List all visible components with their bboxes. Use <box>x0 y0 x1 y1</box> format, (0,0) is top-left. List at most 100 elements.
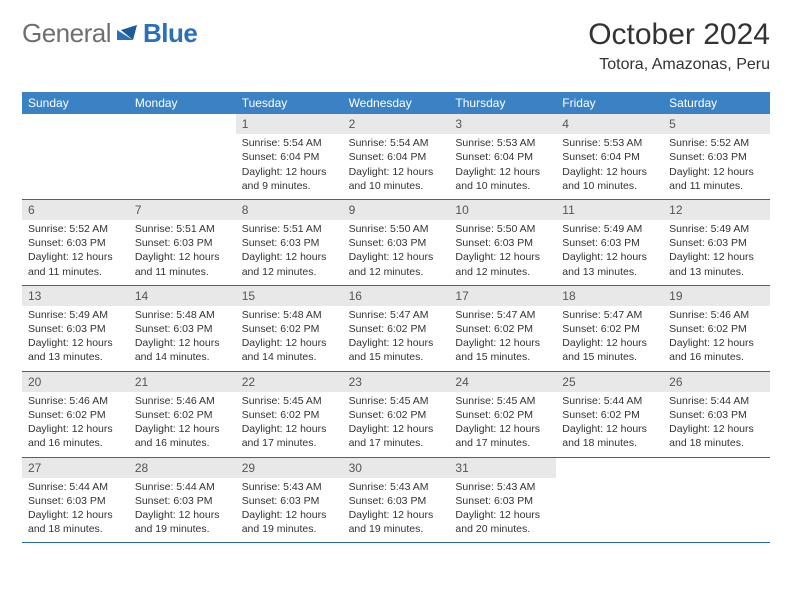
daylight-text: Daylight: 12 hours and 14 minutes. <box>242 336 337 364</box>
daylight-text: Daylight: 12 hours and 16 minutes. <box>135 422 230 450</box>
week-row: 27Sunrise: 5:44 AMSunset: 6:03 PMDayligh… <box>22 458 770 544</box>
sunrise-text: Sunrise: 5:43 AM <box>242 480 337 494</box>
daylight-text: Daylight: 12 hours and 14 minutes. <box>135 336 230 364</box>
day-cell: 16Sunrise: 5:47 AMSunset: 6:02 PMDayligh… <box>343 286 450 371</box>
sunrise-text: Sunrise: 5:51 AM <box>242 222 337 236</box>
sunrise-text: Sunrise: 5:54 AM <box>349 136 444 150</box>
sunset-text: Sunset: 6:03 PM <box>28 494 123 508</box>
daylight-text: Daylight: 12 hours and 12 minutes. <box>242 250 337 278</box>
sunrise-text: Sunrise: 5:46 AM <box>669 308 764 322</box>
sunrise-text: Sunrise: 5:49 AM <box>669 222 764 236</box>
day-cell <box>663 458 770 543</box>
day-cell: 22Sunrise: 5:45 AMSunset: 6:02 PMDayligh… <box>236 372 343 457</box>
sunset-text: Sunset: 6:03 PM <box>455 236 550 250</box>
day-content: Sunrise: 5:51 AMSunset: 6:03 PMDaylight:… <box>236 222 343 279</box>
sunset-text: Sunset: 6:04 PM <box>242 150 337 164</box>
day-number: 22 <box>236 372 343 392</box>
month-title: October 2024 <box>588 18 770 52</box>
day-content: Sunrise: 5:46 AMSunset: 6:02 PMDaylight:… <box>22 394 129 451</box>
day-content: Sunrise: 5:43 AMSunset: 6:03 PMDaylight:… <box>449 480 556 537</box>
day-cell: 17Sunrise: 5:47 AMSunset: 6:02 PMDayligh… <box>449 286 556 371</box>
day-content: Sunrise: 5:54 AMSunset: 6:04 PMDaylight:… <box>236 136 343 193</box>
day-number: 11 <box>556 200 663 220</box>
day-cell: 8Sunrise: 5:51 AMSunset: 6:03 PMDaylight… <box>236 200 343 285</box>
sunrise-text: Sunrise: 5:43 AM <box>455 480 550 494</box>
day-cell: 1Sunrise: 5:54 AMSunset: 6:04 PMDaylight… <box>236 114 343 199</box>
week-row: 6Sunrise: 5:52 AMSunset: 6:03 PMDaylight… <box>22 200 770 286</box>
sunset-text: Sunset: 6:03 PM <box>242 236 337 250</box>
day-content: Sunrise: 5:45 AMSunset: 6:02 PMDaylight:… <box>343 394 450 451</box>
day-number: 17 <box>449 286 556 306</box>
daylight-text: Daylight: 12 hours and 13 minutes. <box>669 250 764 278</box>
daylight-text: Daylight: 12 hours and 11 minutes. <box>669 165 764 193</box>
day-number: 31 <box>449 458 556 478</box>
sunset-text: Sunset: 6:04 PM <box>455 150 550 164</box>
sunrise-text: Sunrise: 5:53 AM <box>562 136 657 150</box>
sunrise-text: Sunrise: 5:53 AM <box>455 136 550 150</box>
day-cell: 20Sunrise: 5:46 AMSunset: 6:02 PMDayligh… <box>22 372 129 457</box>
daylight-text: Daylight: 12 hours and 19 minutes. <box>242 508 337 536</box>
day-content: Sunrise: 5:53 AMSunset: 6:04 PMDaylight:… <box>556 136 663 193</box>
day-number <box>22 114 129 134</box>
daylight-text: Daylight: 12 hours and 12 minutes. <box>455 250 550 278</box>
daylight-text: Daylight: 12 hours and 16 minutes. <box>669 336 764 364</box>
logo-mark-icon <box>117 22 139 45</box>
daylight-text: Daylight: 12 hours and 11 minutes. <box>135 250 230 278</box>
weekday-header: Monday <box>129 92 236 114</box>
day-cell: 31Sunrise: 5:43 AMSunset: 6:03 PMDayligh… <box>449 458 556 543</box>
day-cell: 10Sunrise: 5:50 AMSunset: 6:03 PMDayligh… <box>449 200 556 285</box>
day-number: 21 <box>129 372 236 392</box>
day-content: Sunrise: 5:47 AMSunset: 6:02 PMDaylight:… <box>449 308 556 365</box>
day-number: 4 <box>556 114 663 134</box>
day-cell: 26Sunrise: 5:44 AMSunset: 6:03 PMDayligh… <box>663 372 770 457</box>
sunset-text: Sunset: 6:03 PM <box>242 494 337 508</box>
day-number <box>663 458 770 478</box>
day-content: Sunrise: 5:48 AMSunset: 6:02 PMDaylight:… <box>236 308 343 365</box>
day-number: 1 <box>236 114 343 134</box>
day-content: Sunrise: 5:44 AMSunset: 6:03 PMDaylight:… <box>22 480 129 537</box>
weekday-header: Sunday <box>22 92 129 114</box>
sunset-text: Sunset: 6:02 PM <box>349 408 444 422</box>
day-cell: 21Sunrise: 5:46 AMSunset: 6:02 PMDayligh… <box>129 372 236 457</box>
daylight-text: Daylight: 12 hours and 13 minutes. <box>562 250 657 278</box>
sunrise-text: Sunrise: 5:45 AM <box>349 394 444 408</box>
day-number: 9 <box>343 200 450 220</box>
daylight-text: Daylight: 12 hours and 13 minutes. <box>28 336 123 364</box>
day-content: Sunrise: 5:48 AMSunset: 6:03 PMDaylight:… <box>129 308 236 365</box>
sunrise-text: Sunrise: 5:46 AM <box>28 394 123 408</box>
daylight-text: Daylight: 12 hours and 15 minutes. <box>455 336 550 364</box>
day-number: 8 <box>236 200 343 220</box>
day-number: 6 <box>22 200 129 220</box>
day-number: 18 <box>556 286 663 306</box>
title-block: October 2024 Totora, Amazonas, Peru <box>588 18 770 74</box>
daylight-text: Daylight: 12 hours and 18 minutes. <box>28 508 123 536</box>
day-number: 13 <box>22 286 129 306</box>
sunrise-text: Sunrise: 5:48 AM <box>135 308 230 322</box>
day-cell: 5Sunrise: 5:52 AMSunset: 6:03 PMDaylight… <box>663 114 770 199</box>
sunset-text: Sunset: 6:02 PM <box>242 322 337 336</box>
sunrise-text: Sunrise: 5:43 AM <box>349 480 444 494</box>
day-number: 16 <box>343 286 450 306</box>
daylight-text: Daylight: 12 hours and 15 minutes. <box>349 336 444 364</box>
calendar: SundayMondayTuesdayWednesdayThursdayFrid… <box>22 92 770 543</box>
daylight-text: Daylight: 12 hours and 20 minutes. <box>455 508 550 536</box>
day-cell: 6Sunrise: 5:52 AMSunset: 6:03 PMDaylight… <box>22 200 129 285</box>
day-number: 5 <box>663 114 770 134</box>
week-row: 13Sunrise: 5:49 AMSunset: 6:03 PMDayligh… <box>22 286 770 372</box>
day-cell: 29Sunrise: 5:43 AMSunset: 6:03 PMDayligh… <box>236 458 343 543</box>
sunrise-text: Sunrise: 5:48 AM <box>242 308 337 322</box>
daylight-text: Daylight: 12 hours and 10 minutes. <box>349 165 444 193</box>
daylight-text: Daylight: 12 hours and 19 minutes. <box>349 508 444 536</box>
sunrise-text: Sunrise: 5:51 AM <box>135 222 230 236</box>
sunrise-text: Sunrise: 5:44 AM <box>562 394 657 408</box>
day-cell: 25Sunrise: 5:44 AMSunset: 6:02 PMDayligh… <box>556 372 663 457</box>
day-content: Sunrise: 5:47 AMSunset: 6:02 PMDaylight:… <box>343 308 450 365</box>
daylight-text: Daylight: 12 hours and 12 minutes. <box>349 250 444 278</box>
weekday-header: Friday <box>556 92 663 114</box>
day-content: Sunrise: 5:50 AMSunset: 6:03 PMDaylight:… <box>449 222 556 279</box>
day-content: Sunrise: 5:53 AMSunset: 6:04 PMDaylight:… <box>449 136 556 193</box>
daylight-text: Daylight: 12 hours and 10 minutes. <box>455 165 550 193</box>
sunset-text: Sunset: 6:04 PM <box>562 150 657 164</box>
day-content: Sunrise: 5:50 AMSunset: 6:03 PMDaylight:… <box>343 222 450 279</box>
day-number: 25 <box>556 372 663 392</box>
